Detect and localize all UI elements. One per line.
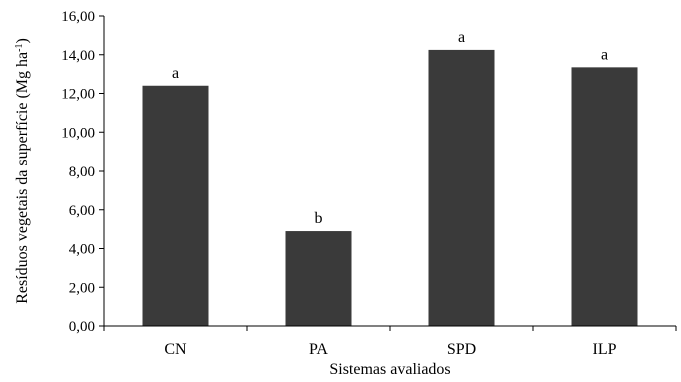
bar-cn [142,85,209,326]
y-tick-label: 16,00 [61,9,95,25]
y-axis-title-superscript: -1 [14,44,25,52]
y-tick-label: 2,00 [69,280,95,296]
bar-pa [285,231,352,326]
y-tick-label: 0,00 [69,319,95,335]
bar-spd [428,49,495,326]
y-tick-label: 4,00 [69,242,95,258]
y-tick-label: 6,00 [69,203,95,219]
y-tick-label: 12,00 [61,87,95,103]
y-axis-title: Resíduos vegetais da superfície (Mg ha-1… [14,38,32,304]
data-labels: a b a a [172,29,608,227]
category-label-cn: CN [164,341,187,358]
x-axis-title: Sistemas avaliados [329,361,450,378]
category-labels: CN PA SPD ILP [164,341,616,358]
data-label-ilp: a [601,46,608,63]
bar-ilp [571,67,638,326]
bars [142,49,638,326]
y-axis-title-main: Resíduos vegetais da superfície (Mg ha [14,52,31,304]
x-axis-ticks [103,326,677,331]
y-axis-ticks: 0,00 2,00 4,00 6,00 8,00 10,00 12,00 14,00 16,00 [61,9,104,335]
category-label-pa: PA [309,341,328,358]
y-tick-label: 10,00 [61,125,95,141]
y-tick-label: 14,00 [61,48,95,64]
category-label-ilp: ILP [593,341,617,358]
data-label-cn: a [172,65,179,82]
data-label-pa: b [315,210,323,227]
y-tick-label: 8,00 [69,164,95,180]
data-label-spd: a [458,29,465,46]
y-axis-title-end: ) [14,38,31,43]
category-label-spd: SPD [447,341,476,358]
